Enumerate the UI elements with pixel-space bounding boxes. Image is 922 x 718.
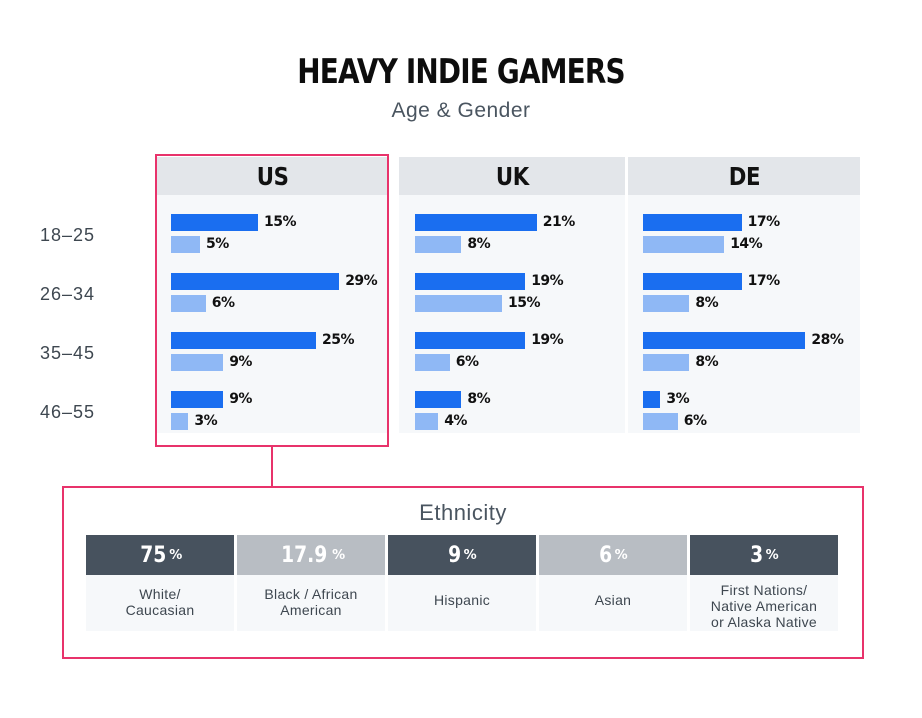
ethnicity-value: 75 (139, 542, 166, 568)
bar-label-de-26-34-s2: 8% (695, 295, 719, 311)
bar-label-us-35-45-s1: 25% (322, 332, 355, 348)
column-header-de: DE (628, 157, 860, 195)
bar-us-46-55-s2 (171, 413, 189, 430)
column-header-label: US (257, 161, 289, 191)
bar-us-46-55-s1 (171, 391, 224, 408)
ethnicity-unit: % (614, 547, 628, 563)
ethnicity-caption-5: First Nations/Native American or Alaska N… (710, 582, 818, 630)
ethnicity-caption-3: Hispanic (433, 592, 491, 608)
ethnicity-tile-4: 6% (539, 535, 687, 575)
ethnicity-caption-bg (237, 575, 385, 631)
bar-uk-35-45-s2 (415, 354, 450, 371)
bar-de-18-25-s2 (643, 236, 725, 253)
age-label-26-34: 26–34 (40, 284, 96, 304)
bar-label-de-35-45-s2: 8% (695, 354, 719, 370)
ethnicity-unit: % (332, 547, 346, 563)
ethnicity-caption-bg (388, 575, 536, 631)
bar-de-26-34-s1 (643, 273, 742, 290)
bar-label-us-46-55-s2: 3% (194, 413, 218, 429)
age-label-46-55: 46–55 (40, 402, 96, 422)
column-header-label: DE (728, 161, 760, 191)
ethnicity-caption-2: Black / African American (264, 586, 358, 618)
ethnicity-caption-bg (539, 575, 687, 631)
highlight-connector (271, 447, 273, 487)
age-label-35-45: 35–45 (40, 343, 96, 363)
ethnicity-tile-3: 9% (388, 535, 536, 575)
bar-us-35-45-s2 (171, 354, 224, 371)
bar-us-26-34-s2 (171, 295, 206, 312)
bar-uk-35-45-s1 (415, 332, 526, 349)
bar-label-de-18-25-s1: 17% (747, 214, 781, 230)
bar-label-de-46-55-s1: 3% (666, 391, 690, 407)
bar-label-de-18-25-s2: 14% (730, 236, 763, 252)
ethnicity-value: 3 (750, 542, 764, 568)
bar-uk-18-25-s2 (415, 236, 462, 253)
bar-us-26-34-s1 (171, 273, 340, 290)
bar-label-us-18-25-s2: 5% (206, 236, 229, 252)
column-header-label: UK (495, 161, 529, 191)
column-header-uk: UK (399, 157, 625, 195)
bar-label-uk-26-34-s2: 15% (508, 295, 541, 311)
bar-de-18-25-s1 (643, 214, 742, 231)
ethnicity-unit: % (463, 547, 477, 563)
column-header-us: US (157, 157, 389, 195)
ethnicity-title: Ethnicity (419, 500, 507, 525)
ethnicity-caption-1: White/Caucasian (125, 586, 195, 618)
age-label-18-25: 18–25 (40, 225, 96, 245)
bar-us-18-25-s2 (171, 236, 200, 253)
ethnicity-value: 17.9 (280, 542, 328, 568)
ethnicity-tile-1: 75% (86, 535, 234, 575)
ethnicity-value: 9 (448, 542, 462, 568)
bar-us-18-25-s1 (171, 214, 258, 231)
bar-us-35-45-s1 (171, 332, 316, 349)
ethnicity-caption-bg (86, 575, 234, 631)
bar-uk-26-34-s2 (415, 295, 502, 312)
bar-label-uk-46-55-s2: 4% (444, 413, 467, 429)
ethnicity-unit: % (765, 547, 779, 563)
bar-label-us-26-34-s1: 29% (345, 273, 378, 289)
panel-bg-de (628, 195, 860, 433)
bar-uk-26-34-s1 (415, 273, 526, 290)
chart-title: HEAVY INDIE GAMERS (297, 52, 625, 92)
bar-label-uk-46-55-s1: 8% (467, 391, 491, 407)
ethnicity-caption-bg (690, 575, 838, 631)
bar-label-us-35-45-s2: 9% (229, 354, 252, 370)
bar-de-26-34-s2 (643, 295, 690, 312)
bar-label-de-46-55-s2: 6% (683, 413, 707, 429)
bar-label-uk-35-45-s1: 19% (531, 332, 564, 348)
bar-de-46-55-s1 (643, 391, 661, 408)
chart-subtitle: Age & Gender (391, 99, 531, 122)
bar-label-uk-18-25-s2: 8% (467, 236, 491, 252)
us-highlight-frame (155, 154, 389, 447)
ethnicity-tile-5: 3% (690, 535, 838, 575)
ethnicity-unit: % (169, 547, 183, 563)
bar-label-us-26-34-s2: 6% (211, 295, 235, 311)
bar-label-de-35-45-s1: 28% (811, 332, 844, 348)
ethnicity-value: 6 (599, 542, 613, 568)
bar-de-35-45-s1 (643, 332, 806, 349)
ethnicity-caption-4: Asian (594, 592, 632, 608)
bar-label-uk-26-34-s1: 19% (531, 273, 564, 289)
bar-de-46-55-s2 (643, 413, 678, 430)
ethnicity-frame (62, 486, 864, 659)
ethnicity-tile-2: 17.9% (237, 535, 385, 575)
bar-uk-46-55-s1 (415, 391, 462, 408)
bar-label-uk-18-25-s1: 21% (542, 214, 576, 230)
bar-uk-46-55-s2 (415, 413, 439, 430)
bar-uk-18-25-s1 (415, 214, 537, 231)
bar-label-uk-35-45-s2: 6% (455, 354, 479, 370)
bar-label-us-18-25-s1: 15% (264, 214, 297, 230)
bar-label-us-46-55-s1: 9% (229, 391, 252, 407)
bar-de-35-45-s2 (643, 354, 690, 371)
bar-label-de-26-34-s1: 17% (747, 273, 781, 289)
